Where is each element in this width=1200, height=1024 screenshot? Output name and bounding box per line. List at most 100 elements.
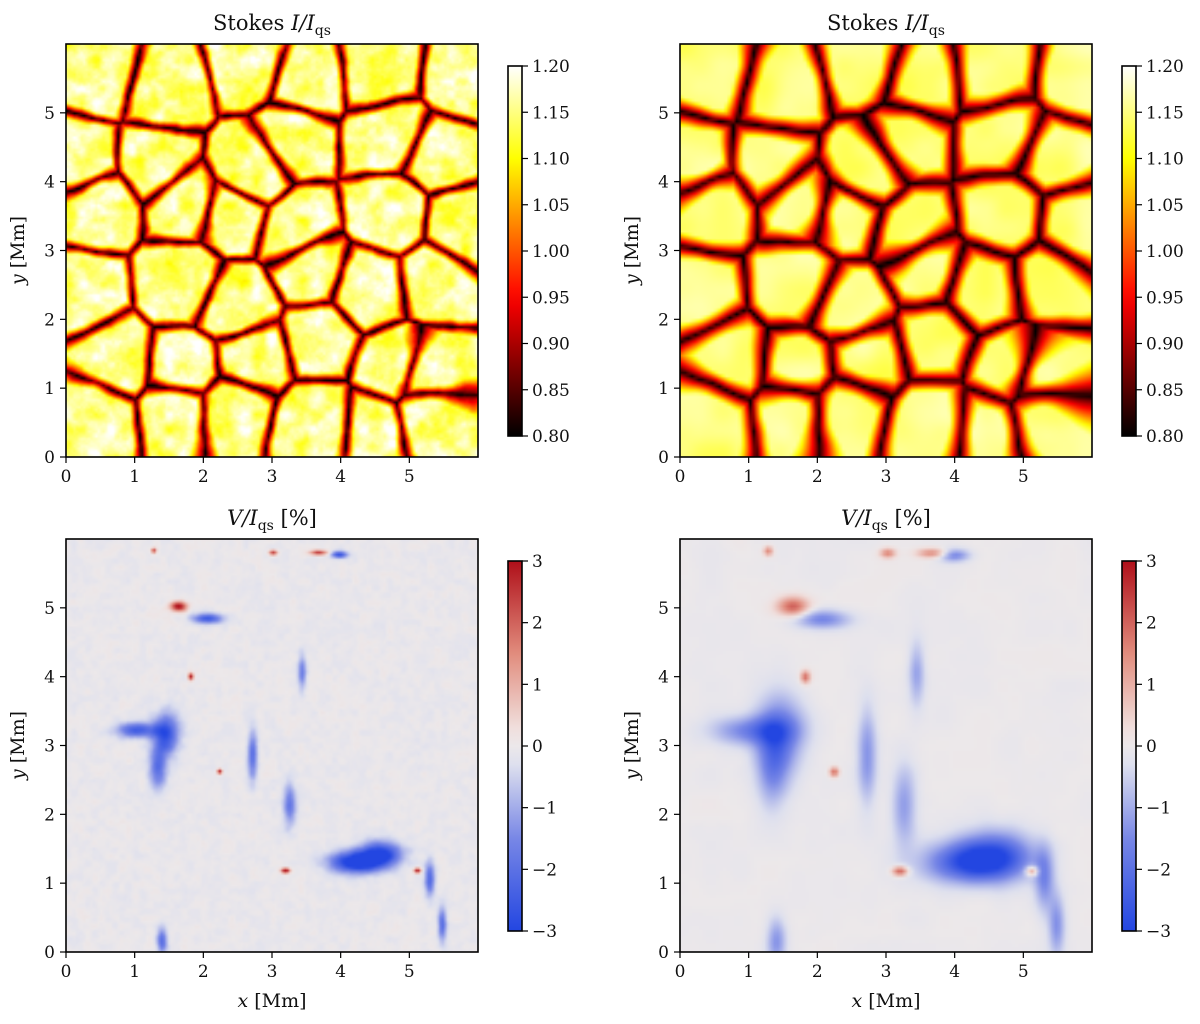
y-tick-label: 2 [44, 805, 55, 825]
y-tick-label: 2 [44, 310, 55, 330]
x-tick-label: 2 [812, 962, 823, 982]
colorbar-tick-label: 1.15 [1146, 103, 1184, 123]
colorbar-tick-label: −3 [532, 922, 557, 942]
colorbar-tick-label: 0.95 [532, 288, 570, 308]
y-tick-label: 0 [44, 943, 55, 963]
colorbar-tick-label: 1 [1146, 675, 1157, 695]
x-tick-label: 2 [812, 467, 823, 487]
y-tick-label: 3 [44, 737, 55, 757]
colorbar-tick-label: −2 [1146, 860, 1171, 880]
colorbar-tick-label: 1.20 [532, 57, 570, 77]
colorbar-tick-label: 0 [532, 737, 543, 757]
y-tick-label: 1 [44, 874, 55, 894]
colorbar-tick-label: −2 [532, 860, 557, 880]
y-axis-label: y [Mm] [7, 216, 29, 286]
y-tick-label: 0 [658, 448, 669, 468]
y-tick-label: 4 [44, 668, 55, 688]
colorbar-tick-label: 0.85 [1146, 381, 1184, 401]
colorbar-tick-label: 1 [532, 675, 543, 695]
heatmap-image [680, 44, 1092, 457]
y-tick-label: 2 [658, 310, 669, 330]
colorbar-tick-label: 1.00 [532, 242, 570, 262]
y-tick-label: 1 [44, 379, 55, 399]
x-tick-label: 0 [675, 467, 686, 487]
x-tick-label: 2 [198, 962, 209, 982]
y-tick-label: 4 [658, 173, 669, 193]
x-tick-label: 3 [267, 962, 278, 982]
colorbar-tick-label: 0 [1146, 737, 1157, 757]
panel-title: Stokes I/Iqs [213, 11, 331, 39]
colorbar-tick-label: 2 [1146, 614, 1157, 634]
panel-top-left: Stokes I/Iqs 0 1 2 3 4 5 0 1 2 3 4 5 y [Mm] 1.20 1.15 1.… [7, 11, 570, 487]
x-tick-label: 3 [267, 467, 278, 487]
x-tick-label: 2 [198, 467, 209, 487]
x-tick-label: 5 [404, 467, 415, 487]
heatmap-image [66, 44, 478, 457]
heatmap-image [66, 539, 478, 952]
x-tick-label: 4 [335, 467, 346, 487]
y-tick-label: 2 [658, 805, 669, 825]
colorbar-tick-label: 1.10 [1146, 150, 1184, 170]
colorbar-tick-label: 1.20 [1146, 57, 1184, 77]
colorbar [1122, 66, 1136, 436]
colorbar-tick-label: 0.85 [532, 381, 570, 401]
y-axis-label: y [Mm] [621, 711, 643, 781]
panel-bottom-left: V/Iqs [%] 0 1 2 3 4 5 0 1 2 3 4 5 y [Mm] x [Mm] 3 2 1 0 −1 −… [7, 506, 557, 1012]
x-tick-label: 5 [1018, 467, 1029, 487]
colorbar [1122, 561, 1136, 931]
y-tick-label: 5 [44, 599, 55, 619]
colorbar-tick-label: 0.95 [1146, 288, 1184, 308]
x-axis-label: x [Mm] [237, 990, 306, 1012]
colorbar [508, 66, 522, 436]
colorbar-tick-label: 1.00 [1146, 242, 1184, 262]
heatmap-image [680, 539, 1092, 952]
colorbar [508, 561, 522, 931]
colorbar-tick-label: 1.15 [532, 103, 570, 123]
colorbar-tick-label: 0.90 [532, 335, 570, 355]
y-tick-label: 3 [44, 242, 55, 262]
y-axis-label: y [Mm] [7, 711, 29, 781]
colorbar-tick-label: 1.05 [532, 196, 570, 216]
colorbar-tick-label: 3 [1146, 552, 1157, 572]
panel-bottom-right: V/Iqs [%] 0 1 2 3 4 5 0 1 2 3 4 5 y [Mm] x [Mm] 3 2 1 0 −1 −… [621, 506, 1171, 1012]
y-tick-label: 4 [658, 668, 669, 688]
x-tick-label: 1 [129, 467, 140, 487]
x-tick-label: 4 [949, 467, 960, 487]
x-tick-label: 1 [129, 962, 140, 982]
x-tick-label: 0 [675, 962, 686, 982]
x-tick-label: 0 [61, 467, 72, 487]
y-tick-label: 0 [658, 943, 669, 963]
x-tick-label: 0 [61, 962, 72, 982]
x-tick-label: 4 [949, 962, 960, 982]
y-tick-label: 5 [658, 599, 669, 619]
y-tick-label: 1 [658, 379, 669, 399]
y-tick-label: 3 [658, 737, 669, 757]
x-tick-label: 3 [881, 962, 892, 982]
x-tick-label: 3 [881, 467, 892, 487]
y-tick-label: 1 [658, 874, 669, 894]
colorbar-tick-label: 1.05 [1146, 196, 1184, 216]
y-tick-label: 0 [44, 448, 55, 468]
x-tick-label: 4 [335, 962, 346, 982]
colorbar-tick-label: 0.80 [1146, 427, 1184, 447]
colorbar-tick-label: 3 [532, 552, 543, 572]
colorbar-tick-label: −1 [532, 799, 557, 819]
y-tick-label: 4 [44, 173, 55, 193]
colorbar-tick-label: 2 [532, 614, 543, 634]
y-tick-label: 3 [658, 242, 669, 262]
panel-title: V/Iqs [%] [227, 506, 317, 534]
panel-title: Stokes I/Iqs [827, 11, 945, 39]
x-tick-label: 5 [404, 962, 415, 982]
panel-title: V/Iqs [%] [841, 506, 931, 534]
y-tick-label: 5 [658, 104, 669, 124]
colorbar-tick-label: 1.10 [532, 150, 570, 170]
x-axis-label: x [Mm] [851, 990, 920, 1012]
colorbar-tick-label: −3 [1146, 922, 1171, 942]
x-tick-label: 5 [1018, 962, 1029, 982]
colorbar-tick-label: −1 [1146, 799, 1171, 819]
y-tick-label: 5 [44, 104, 55, 124]
x-tick-label: 1 [743, 467, 754, 487]
panel-top-right: Stokes I/Iqs 0 1 2 3 4 5 0 1 2 3 4 5 y [Mm] 1.20 1.15 1.… [621, 11, 1184, 487]
